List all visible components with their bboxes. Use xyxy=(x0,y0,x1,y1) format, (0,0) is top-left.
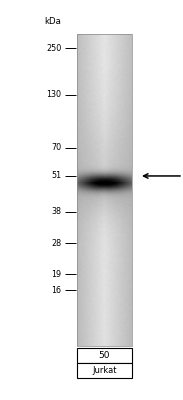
Text: 130: 130 xyxy=(46,90,61,99)
Bar xyxy=(77,363,132,378)
Text: 50: 50 xyxy=(99,351,110,360)
Text: 28: 28 xyxy=(51,238,61,248)
Text: 19: 19 xyxy=(51,270,61,279)
Text: 38: 38 xyxy=(51,207,61,216)
Text: 250: 250 xyxy=(46,44,61,52)
Text: Jurkat: Jurkat xyxy=(92,366,117,375)
Bar xyxy=(77,348,132,363)
Text: kDa: kDa xyxy=(44,17,61,26)
Text: 51: 51 xyxy=(51,172,61,180)
Text: 16: 16 xyxy=(51,286,61,295)
Text: 70: 70 xyxy=(51,143,61,152)
Bar xyxy=(77,34,132,346)
